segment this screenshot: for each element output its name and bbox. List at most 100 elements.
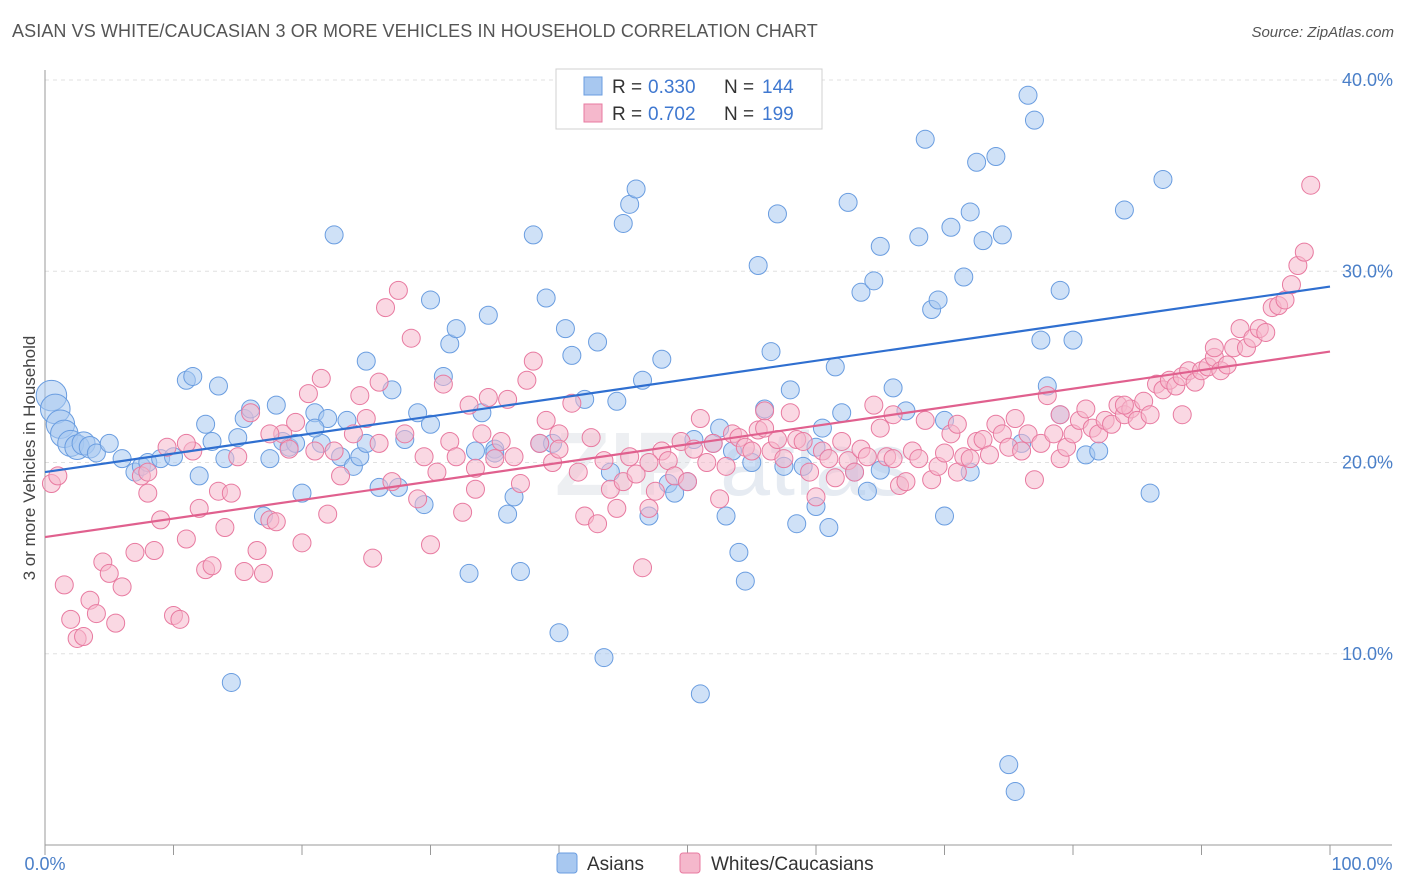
point-asian <box>221 672 241 692</box>
point-asian <box>446 319 466 339</box>
point-white <box>247 540 267 560</box>
legend-r-label-whites: R = <box>612 104 642 125</box>
point-asian <box>86 443 106 463</box>
point-white <box>639 453 659 472</box>
point-white <box>896 472 916 492</box>
point-white <box>1024 470 1044 490</box>
point-white <box>1140 405 1160 425</box>
point-asian <box>928 290 948 310</box>
point-white <box>1256 322 1276 342</box>
point-white <box>530 433 550 453</box>
point-asian <box>555 319 575 339</box>
point-white <box>86 604 106 624</box>
point-white <box>286 412 306 432</box>
point-white <box>478 387 498 407</box>
trendline-whites <box>44 350 1331 539</box>
point-asian <box>967 152 987 172</box>
point-white <box>780 403 800 423</box>
point-asian <box>266 395 286 415</box>
point-white <box>504 447 524 467</box>
point-asian <box>729 542 749 562</box>
point-white <box>189 498 209 518</box>
point-white <box>909 449 929 469</box>
point-white <box>935 443 954 463</box>
point-asian <box>523 225 543 245</box>
point-white <box>626 464 646 484</box>
point-white <box>106 613 126 633</box>
trendlines <box>44 285 1331 539</box>
point-white <box>915 410 935 430</box>
point-asian <box>324 225 344 245</box>
point-white <box>408 489 428 509</box>
point-white <box>716 456 736 476</box>
point-asian <box>626 179 646 199</box>
point-asian <box>260 449 280 469</box>
point-asian <box>986 147 1006 166</box>
point-white <box>61 609 81 629</box>
point-asian <box>112 449 132 469</box>
point-white <box>1114 395 1134 415</box>
point-white <box>279 439 299 459</box>
point-asian <box>960 202 980 222</box>
point-asian <box>973 231 993 251</box>
point-white <box>421 535 440 555</box>
point-white <box>170 609 190 629</box>
point-white <box>755 401 775 421</box>
point-white <box>742 441 762 461</box>
legend-swatch-whites <box>583 103 603 123</box>
point-white <box>819 449 839 469</box>
point-white <box>1076 399 1096 419</box>
point-white <box>125 542 145 562</box>
point-white <box>228 447 248 467</box>
point-white <box>446 447 466 467</box>
point-white <box>485 449 505 469</box>
point-white <box>979 445 999 465</box>
point-white <box>202 556 222 576</box>
legend-r-value-whites: 0.702 <box>648 104 696 125</box>
point-white <box>607 498 627 518</box>
point-asian <box>941 217 961 237</box>
point-white <box>138 483 158 503</box>
point-white <box>697 453 717 472</box>
point-asian <box>1005 781 1025 801</box>
point-white <box>549 439 569 459</box>
point-white <box>343 424 363 444</box>
point-white <box>363 548 383 568</box>
point-white <box>157 437 177 457</box>
point-white <box>845 462 865 482</box>
point-asian <box>478 305 498 325</box>
chart-source: Source: ZipAtlas.com <box>1251 24 1394 41</box>
point-white <box>960 449 980 469</box>
point-asian <box>202 431 222 451</box>
point-asian <box>562 345 582 365</box>
point-white <box>883 449 903 469</box>
point-white <box>311 368 331 388</box>
point-asian <box>915 129 935 149</box>
legend-n-value-asians: 144 <box>762 77 794 98</box>
y-tick-label: 20.0% <box>1342 453 1393 473</box>
point-white <box>433 374 453 394</box>
y-axis-label: 3 or more Vehicles in Household <box>20 336 39 581</box>
point-white <box>144 540 164 560</box>
point-asian <box>189 466 209 486</box>
point-asian <box>935 506 954 526</box>
legend-n-value-whites: 199 <box>762 104 794 125</box>
point-asian <box>735 571 755 591</box>
point-white <box>568 462 588 482</box>
point-white <box>523 351 543 371</box>
point-asian <box>1050 280 1070 300</box>
point-white <box>510 474 530 494</box>
point-asian <box>652 349 672 369</box>
point-asian <box>465 441 485 461</box>
point-white <box>678 472 697 492</box>
point-asian <box>832 403 852 423</box>
point-white <box>253 563 273 583</box>
legend-swatch-asians <box>583 76 603 96</box>
point-asian <box>999 755 1019 775</box>
point-white <box>1050 405 1070 425</box>
point-white <box>864 395 884 415</box>
point-asian <box>992 225 1012 245</box>
point-white <box>472 424 492 444</box>
point-white <box>221 483 241 503</box>
